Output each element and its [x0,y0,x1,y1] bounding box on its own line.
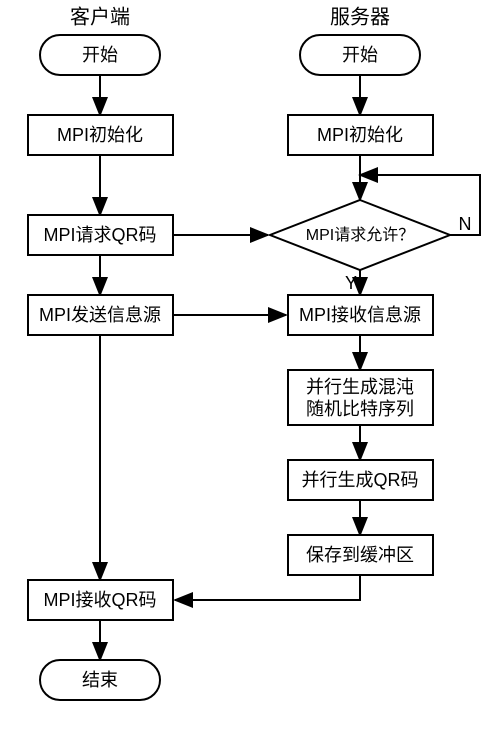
client-init-label: MPI初始化 [57,125,143,145]
server-genqr-label: 并行生成QR码 [302,470,419,490]
decision-no-label: N [459,214,472,234]
client-request-label: MPI请求QR码 [43,225,156,245]
client-send-label: MPI发送信息源 [39,305,161,325]
client-start-label: 开始 [82,45,118,65]
client-end-label: 结束 [82,670,118,690]
client-header: 客户端 [70,5,130,28]
server-decision-label: MPI请求允许？ [306,226,414,244]
server-start-label: 开始 [342,45,378,65]
client-receive-label: MPI接收QR码 [43,590,156,610]
server-init-label: MPI初始化 [317,125,403,145]
server-save-label: 保存到缓冲区 [306,545,414,565]
cross-arrow-save [175,575,360,600]
server-chaos-label2: 随机比特序列 [306,399,414,419]
decision-yes-label: Y [345,273,357,293]
server-chaos-label1: 并行生成混沌 [306,377,414,397]
server-header: 服务器 [330,5,390,28]
server-receive-label: MPI接收信息源 [299,305,421,325]
